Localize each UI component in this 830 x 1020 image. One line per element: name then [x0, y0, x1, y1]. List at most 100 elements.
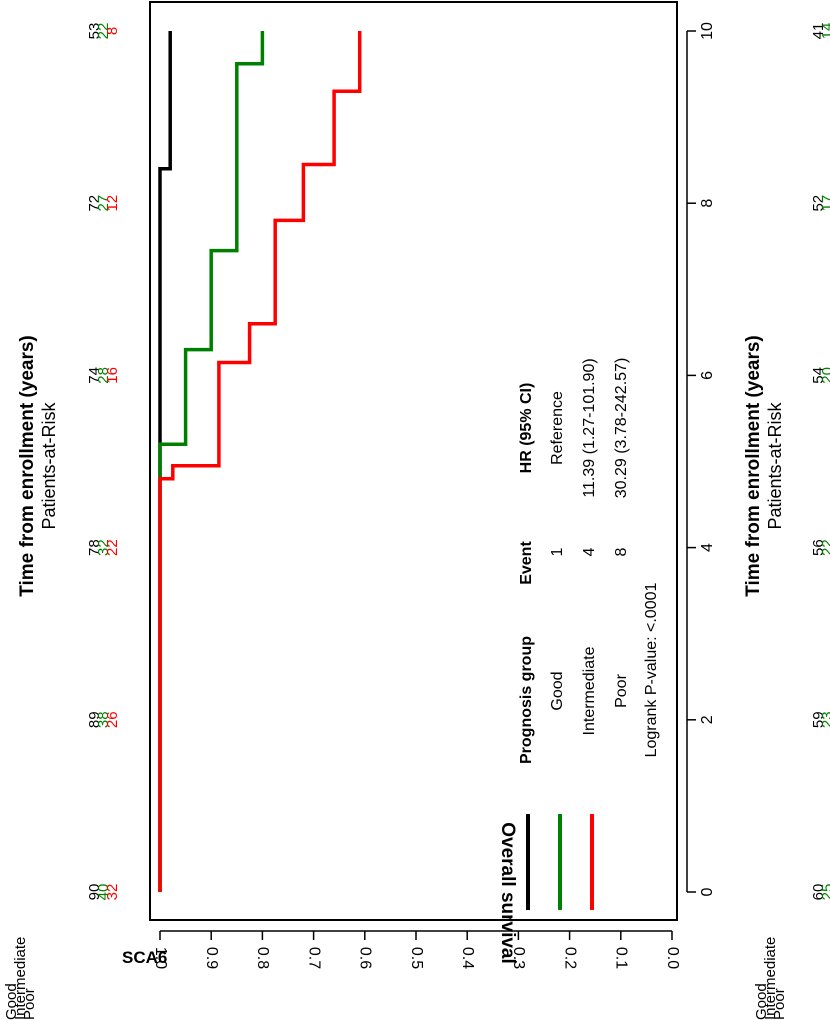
legend-header-hr: HR (95% CI) [518, 383, 535, 474]
risk-count: 14 [819, 23, 830, 40]
legend-group-good-group: Good [549, 671, 566, 710]
y-tick-label-group: 1.0 [152, 947, 169, 969]
risk-count: 20 [819, 367, 830, 384]
risk-count-group: 8 [828, 27, 830, 35]
risk-count: 23 [819, 711, 830, 728]
y-tick-label-group: 0.6 [357, 947, 374, 969]
risk-count: 27 [95, 195, 112, 212]
risk-count: 22 [95, 23, 112, 40]
risk-count-group: 17 [819, 195, 830, 212]
risk-row-label-group: Good [3, 983, 20, 1020]
y-tick-label: 0.0 [664, 947, 681, 969]
legend-group-good: Good [549, 671, 566, 710]
risk-count-group: 38 [95, 711, 112, 728]
legend-event-intermediate: 4 [581, 547, 598, 556]
risk-row-label: Intermediate [12, 937, 29, 1020]
y-axis: 0.0 0.1 0.2 0.3 0.4 0.5 0.6 0.7 0.8 0.9 1.0 [152, 930, 681, 969]
risk-count: 8 [828, 27, 830, 35]
curve-poor [158, 31, 362, 892]
risk-count: 41 [810, 23, 827, 40]
risk-count-group: 28 [95, 367, 112, 384]
risk-x-axis-title: Time from enrollment (years) [743, 335, 764, 597]
x-tick-label: 4 [699, 543, 716, 552]
y-tick-label-group: 0.1 [613, 947, 630, 969]
x-tick-label: 8 [699, 199, 716, 208]
y-tick-label: 1.0 [152, 947, 169, 969]
risk-count-group: 27 [95, 195, 112, 212]
legend-header-event-group: Event [518, 541, 535, 585]
risk-count: 12 [104, 195, 121, 212]
risk-count-group: 14 [819, 23, 830, 40]
legend-header-hr-group: HR (95% CI) [518, 383, 535, 474]
y-axis-title-group: Overall survival [497, 822, 518, 964]
risk-count: 53 [86, 23, 103, 40]
risk-count: 74 [86, 367, 103, 384]
risk-count-group: 56 [810, 539, 827, 556]
risk-row-label: Intermediate [762, 937, 779, 1020]
risk-count: 26 [104, 711, 121, 728]
risk-count: 16 [104, 367, 121, 384]
risk-count-group: 22 [95, 23, 112, 40]
curve-intermediate [158, 31, 265, 892]
risk-row-label-group: Intermediate [762, 937, 779, 1020]
risk-title-group-top: Patients-at-Risk [39, 401, 59, 529]
risk-count-group: 13 [828, 195, 830, 212]
legend-event-good: 1 [549, 547, 566, 556]
risk-count-group: 12 [104, 195, 121, 212]
risk-count: 22 [819, 539, 830, 556]
risk-count-group: 40 [95, 884, 112, 901]
legend-group-intermediate-group: Intermediate [581, 646, 598, 735]
legend-event-poor: 8 [613, 547, 630, 556]
x-tick-label: 6 [699, 371, 716, 380]
legend-pvalue-group: Logrank P-value: <.0001 [643, 583, 660, 758]
risk-count: 38 [95, 711, 112, 728]
legend-hr-poor-group: 30.29 (3.78-242.57) [613, 358, 630, 499]
risk-count-group: 89 [86, 711, 103, 728]
y-tick-label: 0.6 [357, 947, 374, 969]
y-tick-label: 0.9 [203, 947, 220, 969]
x-tick-label-group: 8 [699, 199, 716, 208]
risk-count: 59 [810, 711, 827, 728]
y-tick-label: 0.8 [254, 947, 271, 969]
risk-row-label: Good [3, 983, 20, 1020]
y-tick-label-group: 0.9 [203, 947, 220, 969]
legend-header-event: Event [518, 541, 535, 585]
y-tick-label: 0.4 [459, 947, 476, 969]
risk-count-group: 52 [810, 195, 827, 212]
risk-row-label-group: Poor [771, 988, 788, 1020]
legend-event-poor-group: 8 [613, 547, 630, 556]
risk-count-group: 22 [828, 711, 830, 728]
risk-count-group: 32 [104, 884, 121, 901]
risk-row-label-group: Intermediate [12, 937, 29, 1020]
x-tick-label-group: 0 [699, 887, 716, 896]
legend-group-intermediate: Intermediate [581, 646, 598, 735]
legend-event-intermediate-group: 4 [581, 547, 598, 556]
x-tick-label-group: 10 [699, 22, 716, 40]
x-tick-label: 2 [699, 715, 716, 724]
panel-label: SCA6 [122, 948, 167, 967]
risk-count-group: 54 [810, 367, 827, 384]
legend-group-poor-group: Poor [613, 673, 630, 707]
risk-count: 8 [104, 27, 121, 35]
risk-table-top: 90 89 78 74 72 53 Good 40 38 32 28 27 22 Intermediate… [3, 23, 121, 1020]
legend-hr-poor: 30.29 (3.78-242.57) [613, 358, 630, 499]
risk-count-group: 22 [819, 539, 830, 556]
risk-count: 13 [828, 195, 830, 212]
risk-count-group: 41 [810, 23, 827, 40]
y-tick-label-group: 0.0 [664, 947, 681, 969]
risk-row-label: Poor [21, 988, 38, 1020]
risk-row-label-group: Good [753, 983, 770, 1020]
risk-count: 90 [86, 884, 103, 901]
risk-table-title-bottom: Patients-at-Risk [765, 401, 785, 529]
x-tick-label-group: 6 [699, 371, 716, 380]
risk-count: 20 [828, 539, 830, 556]
risk-count: 22 [828, 711, 830, 728]
risk-count-group: 59 [810, 711, 827, 728]
legend-header-group-group: Prognosis group [518, 636, 535, 764]
y-tick-label: 0.5 [408, 947, 425, 969]
risk-count-group: 25 [819, 884, 830, 901]
risk-count: 28 [95, 367, 112, 384]
legend-hr-good-group: Reference [549, 391, 566, 465]
risk-count-group: 53 [86, 23, 103, 40]
legend-header-group: Prognosis group [518, 636, 535, 764]
